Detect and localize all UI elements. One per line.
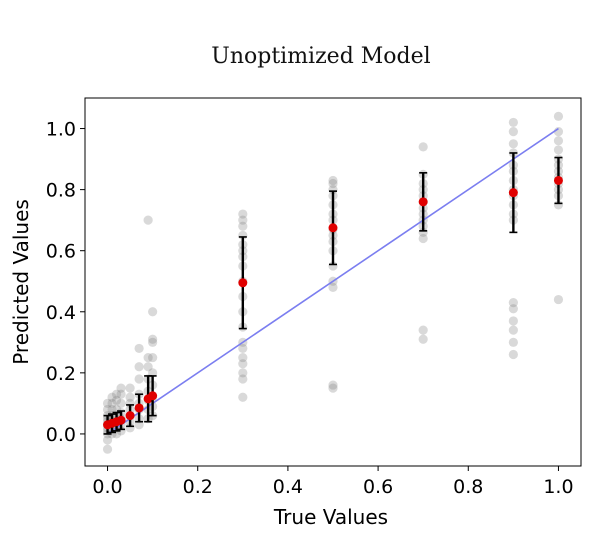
data-point [418,334,428,344]
y-tick-label: 0.4 [46,302,76,324]
data-point [116,389,126,399]
data-point [134,362,144,372]
data-point [508,139,518,149]
data-point [125,383,135,393]
plot-frame [84,97,582,467]
data-point [107,392,117,402]
y-tick-label: 0.0 [46,424,76,446]
x-tick-label: 0.0 [92,476,122,498]
data-point [111,395,122,405]
data-point [553,136,564,146]
data-point [116,383,126,393]
mean-marker [508,188,518,198]
data-point [508,304,518,314]
mean-marker [125,411,135,421]
data-point [148,307,158,317]
data-point [143,362,153,372]
data-point [553,111,564,121]
data-point [238,374,248,384]
data-point [238,352,248,363]
data-point [148,337,158,347]
reference-line [107,127,559,435]
x-axis-label: True Values [273,505,388,529]
data-point [102,444,113,454]
data-point [143,352,153,363]
mean-marker [238,278,248,288]
x-tick-label: 0.2 [183,476,213,498]
data-point [238,209,248,219]
data-point [553,294,564,305]
x-tick-label: 0.6 [363,476,393,498]
mean-marker [418,197,428,207]
data-point [134,374,144,384]
data-point [238,392,248,402]
data-point [553,145,564,155]
data-point [418,142,428,152]
y-tick-label: 0.8 [46,180,76,202]
data-point [508,349,518,360]
data-point [148,334,158,344]
data-point [508,298,518,308]
data-point [418,325,428,335]
data-point [116,398,126,408]
data-point [148,352,158,363]
data-point [508,337,518,347]
x-tick-label: 1.0 [543,476,573,498]
data-point [328,178,338,189]
y-tick-label: 0.2 [46,363,76,385]
x-tick-label: 0.8 [453,476,483,498]
data-point [102,435,113,445]
data-point [508,126,518,137]
data-point [102,404,113,415]
data-point [111,389,122,399]
data-point [238,221,248,231]
mean-marker [148,391,158,401]
data-point [418,233,428,244]
data-point [328,282,338,292]
data-point [328,380,338,390]
data-point [508,325,518,335]
y-tick-label: 1.0 [46,119,76,141]
data-point [238,359,248,369]
chart-title: Unoptimized Model [211,44,430,69]
data-point [238,368,248,378]
data-point [238,343,248,354]
mean-marker [328,223,338,233]
x-tick-label: 0.4 [273,476,303,498]
data-point [328,383,338,393]
mean-marker [553,175,563,185]
data-point [107,398,117,408]
y-tick-label: 0.6 [46,241,76,263]
data-point [125,392,135,402]
axes: 0.0 0.2 0.4 0.6 0.8 1.0 0.0 0.2 0.4 0.6 0.8 1.0 [46,119,574,498]
data-point [134,343,144,354]
data-point [328,175,338,186]
data-point [143,215,153,225]
plot-area [102,111,564,454]
y-axis-label: Predicted Values [9,199,33,365]
data-point [102,398,113,408]
data-point [508,117,518,128]
data-point [238,215,248,225]
mean-marker [134,403,144,413]
mean-marker [116,415,126,425]
data-point [508,316,518,326]
